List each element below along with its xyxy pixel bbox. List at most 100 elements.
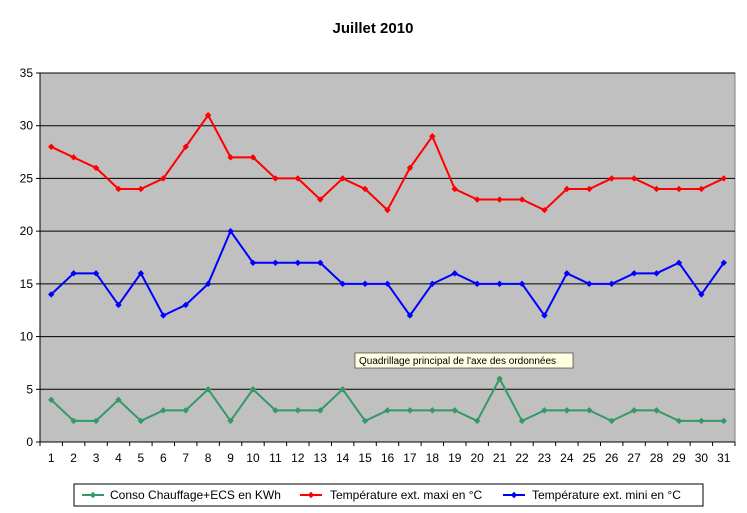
data-point[interactable]	[653, 185, 660, 193]
data-point[interactable]	[608, 280, 615, 288]
data-point[interactable]	[272, 259, 279, 266]
data-point[interactable]	[541, 312, 548, 319]
data-point[interactable]	[92, 270, 100, 277]
data-point[interactable]	[473, 196, 481, 203]
data-point[interactable]	[70, 417, 77, 425]
data-point[interactable]	[720, 175, 727, 182]
data-point[interactable]	[227, 227, 234, 235]
data-point[interactable]	[406, 312, 414, 319]
data-point[interactable]	[563, 407, 571, 414]
data-point[interactable]	[563, 270, 571, 277]
data-point[interactable]	[698, 185, 705, 193]
data-point[interactable]	[48, 291, 55, 298]
data-point[interactable]	[586, 185, 593, 193]
data-point[interactable]	[182, 301, 189, 309]
data-point[interactable]	[473, 280, 481, 288]
data-point[interactable]	[361, 280, 369, 288]
data-point[interactable]	[541, 407, 548, 414]
data-point[interactable]	[48, 143, 55, 150]
data-point[interactable]	[720, 259, 727, 266]
data-point[interactable]	[429, 407, 436, 414]
data-point[interactable]	[137, 270, 145, 277]
data-point[interactable]	[317, 196, 324, 203]
data-point[interactable]	[518, 417, 526, 425]
data-point[interactable]	[473, 417, 481, 425]
data-point[interactable]	[272, 175, 279, 182]
data-point[interactable]	[384, 206, 391, 214]
data-point[interactable]	[429, 133, 436, 140]
data-point[interactable]	[361, 417, 369, 425]
series-2[interactable]	[48, 111, 727, 214]
data-point[interactable]	[317, 259, 324, 266]
data-point[interactable]	[496, 280, 503, 288]
data-point[interactable]	[160, 407, 167, 414]
data-point[interactable]	[92, 164, 100, 172]
series-group[interactable]	[48, 111, 727, 425]
legend[interactable]: Conso Chauffage+ECS en KWh Température ex…	[73, 483, 704, 507]
data-point[interactable]	[675, 417, 683, 425]
data-point[interactable]	[586, 280, 593, 288]
data-point[interactable]	[518, 196, 526, 203]
data-point[interactable]	[406, 164, 414, 172]
data-point[interactable]	[204, 386, 212, 393]
data-point[interactable]	[675, 259, 683, 266]
series-3[interactable]	[48, 227, 727, 319]
data-point[interactable]	[451, 407, 458, 414]
data-point[interactable]	[339, 175, 346, 182]
data-point[interactable]	[272, 407, 279, 414]
data-point[interactable]	[698, 291, 705, 298]
data-point[interactable]	[698, 417, 705, 425]
data-point[interactable]	[586, 407, 593, 414]
data-point[interactable]	[160, 312, 167, 319]
data-point[interactable]	[227, 154, 234, 161]
data-point[interactable]	[137, 417, 145, 425]
data-point[interactable]	[204, 111, 212, 119]
data-point[interactable]	[496, 196, 503, 203]
data-point[interactable]	[70, 154, 77, 161]
data-point[interactable]	[384, 280, 391, 288]
data-point[interactable]	[92, 417, 100, 425]
data-point[interactable]	[563, 185, 571, 193]
data-point[interactable]	[182, 143, 189, 150]
data-point[interactable]	[451, 270, 458, 277]
data-point[interactable]	[496, 375, 503, 382]
data-point[interactable]	[294, 259, 302, 266]
data-point[interactable]	[294, 407, 302, 414]
data-point[interactable]	[339, 280, 346, 288]
data-point[interactable]	[249, 259, 257, 266]
data-point[interactable]	[317, 407, 324, 414]
y-tick-label: 20	[20, 224, 34, 238]
data-point[interactable]	[630, 175, 638, 182]
data-point[interactable]	[541, 206, 548, 214]
data-point[interactable]	[115, 396, 122, 404]
data-point[interactable]	[451, 185, 458, 193]
series-1[interactable]	[48, 375, 727, 425]
data-point[interactable]	[249, 154, 257, 161]
data-point[interactable]	[630, 270, 638, 277]
data-point[interactable]	[339, 386, 346, 393]
data-point[interactable]	[227, 417, 234, 425]
data-point[interactable]	[160, 175, 167, 182]
data-point[interactable]	[115, 301, 122, 309]
data-point[interactable]	[361, 185, 369, 193]
data-point[interactable]	[653, 407, 660, 414]
data-point[interactable]	[608, 175, 615, 182]
data-point[interactable]	[384, 407, 391, 414]
data-point[interactable]	[429, 280, 436, 288]
data-point[interactable]	[406, 407, 414, 414]
data-point[interactable]	[653, 270, 660, 277]
data-point[interactable]	[204, 280, 212, 288]
data-point[interactable]	[720, 417, 727, 425]
data-point[interactable]	[294, 175, 302, 182]
data-point[interactable]	[182, 407, 189, 414]
data-point[interactable]	[630, 407, 638, 414]
data-point[interactable]	[70, 270, 77, 277]
data-point[interactable]	[608, 417, 615, 425]
data-point[interactable]	[137, 185, 145, 193]
plot-area[interactable]	[39, 72, 736, 443]
data-point[interactable]	[675, 185, 683, 193]
data-point[interactable]	[115, 185, 122, 193]
data-point[interactable]	[518, 280, 526, 288]
data-point[interactable]	[249, 386, 257, 393]
data-point[interactable]	[48, 396, 55, 404]
